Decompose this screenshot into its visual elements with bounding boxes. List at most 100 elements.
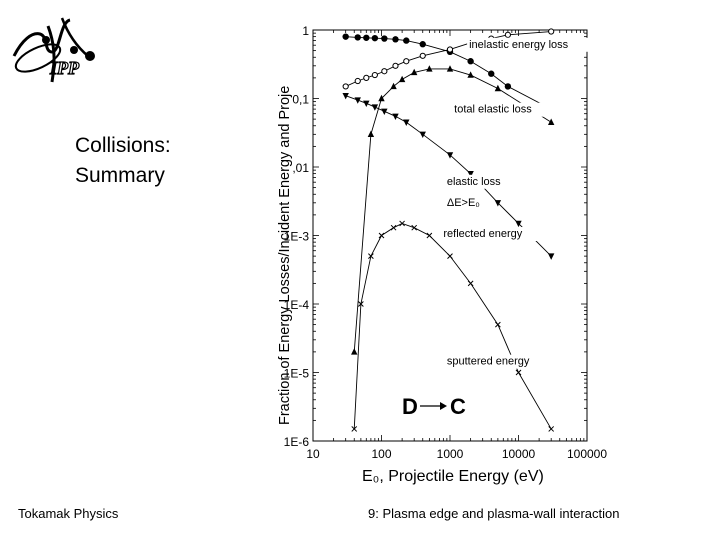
x-tick-label: 1000	[437, 447, 464, 461]
y-tick-label: 1E-5	[284, 367, 310, 381]
annotation-label: ΔE>E₀	[447, 197, 480, 209]
y-tick-label: 1E-4	[284, 298, 310, 312]
data-point-open-circle	[392, 62, 399, 69]
annotation-label: total elastic loss	[454, 104, 532, 116]
y-tick-label: 1E-6	[284, 435, 310, 449]
data-point-open-circle	[403, 58, 410, 65]
data-point-filled-triangle-up	[446, 65, 454, 72]
x-tick-label: 10000	[502, 447, 536, 461]
axis-ticks	[312, 30, 587, 442]
data-point-open-circle	[548, 28, 555, 35]
annotation-bg	[444, 174, 526, 189]
y-tick-label-bg	[281, 296, 311, 311]
series-reflected-energy	[342, 92, 555, 260]
annotation-label: inelastic energy loss	[469, 39, 569, 51]
annotation-bg	[444, 354, 552, 369]
data-point-filled-circle	[342, 33, 349, 40]
data-point-filled-triangle-up	[547, 118, 555, 125]
data-point-filled-triangle-down	[446, 152, 454, 159]
y-tick-label: ,01	[292, 161, 309, 175]
annotation-bg	[441, 227, 548, 242]
data-point-filled-circle	[488, 70, 495, 77]
data-point-filled-circle	[504, 83, 512, 90]
data-point-open-circle	[342, 83, 349, 90]
data-point-x	[548, 426, 555, 432]
data-point-x	[399, 220, 405, 227]
data-point-filled-triangle-up	[494, 84, 502, 92]
data-point-x	[495, 321, 501, 328]
y-tick-label: 0,1	[292, 93, 309, 107]
data-point-filled-triangle-down	[342, 92, 349, 100]
x-tick-labels: 10 100 1000 10000 100000	[306, 447, 607, 461]
data-point-filled-triangle-up	[467, 71, 474, 78]
y-tick-label: 1	[302, 24, 309, 38]
data-point-open-circle	[363, 74, 370, 81]
annotation-bg	[467, 37, 606, 52]
data-point-x	[358, 301, 364, 307]
data-point-filled-circle	[354, 34, 361, 41]
x-axis-label: E₀, Projectile Energy (eV)	[362, 468, 544, 485]
annotation-bg	[452, 102, 572, 117]
y-tick-label: 1E-3	[284, 230, 310, 244]
data-point-filled-triangle-up	[426, 65, 433, 72]
data-point-filled-triangle-down	[467, 170, 474, 178]
data-point-x	[467, 280, 474, 287]
data-point-filled-circle	[371, 34, 379, 42]
data-point-filled-triangle-down	[363, 100, 370, 108]
data-point-filled-circle	[467, 58, 474, 65]
data-point-filled-triangle-down	[547, 253, 555, 260]
series-sputtered-energy	[351, 220, 555, 432]
data-point-open-circle	[419, 52, 426, 59]
y-tick-label-bg	[281, 227, 311, 243]
data-point-filled-circle	[392, 36, 399, 43]
data-point-open-circle	[354, 77, 361, 85]
y-tick-label-bg	[281, 364, 311, 380]
data-point-x	[378, 232, 385, 239]
data-point-filled-triangle-down	[354, 97, 361, 104]
footer-lecture-title: 9: Plasma edge and plasma-wall interacti…	[368, 506, 620, 521]
data-point-filled-triangle-up	[410, 68, 418, 76]
annotation-label: elastic loss	[447, 176, 501, 188]
series-elastic-loss-e-e	[351, 65, 555, 355]
reaction-target: C	[450, 394, 466, 419]
annotation-label: reflected energy	[443, 228, 522, 240]
data-point-filled-triangle-down	[381, 108, 388, 116]
data-point-x	[368, 253, 374, 259]
data-point-filled-triangle-down	[515, 220, 522, 228]
y-tick-label-bg	[281, 22, 311, 37]
data-point-filled-circle	[381, 35, 388, 42]
data-point-open-circle	[446, 46, 454, 53]
data-point-filled-triangle-up	[351, 348, 358, 355]
y-axis-label: Fraction of Energy Losses/Incident Energ…	[277, 86, 293, 425]
y-tick-label-bg	[281, 433, 311, 448]
reaction-projectile: D	[402, 394, 418, 419]
data-point-filled-triangle-up	[378, 94, 385, 102]
reaction-arrow-head	[440, 402, 447, 410]
data-point-filled-triangle-down	[419, 131, 426, 139]
slide-title: Collisions: Summary	[75, 134, 171, 187]
annotation-label: sputtered energy	[447, 356, 530, 368]
data-point-x	[351, 426, 358, 432]
data-point-x	[515, 369, 522, 376]
logo-text: IPP	[49, 58, 80, 78]
data-point-filled-triangle-up	[398, 75, 406, 83]
data-point-x	[426, 232, 433, 239]
institute-logo: IPP	[12, 17, 95, 83]
data-point-open-circle	[381, 68, 388, 75]
data-point-filled-triangle-up	[390, 82, 397, 90]
data-point-filled-triangle-down	[494, 200, 502, 207]
annotation-layer: inelastic energy loss total elastic loss e…	[441, 37, 606, 369]
x-tick-label: 100	[371, 447, 391, 461]
x-tick-label: 10	[306, 447, 320, 461]
data-point-open-circle	[371, 71, 378, 79]
data-point-x	[447, 253, 453, 259]
data-point-filled-triangle-down	[392, 113, 399, 120]
data-point-filled-circle	[419, 41, 426, 48]
reaction-label: D C	[402, 394, 466, 419]
data-point-filled-triangle-down	[371, 104, 379, 111]
y-tick-label-bg	[281, 159, 311, 174]
data-point-filled-triangle-up	[367, 130, 375, 138]
data-point-filled-circle	[363, 34, 370, 41]
x-tick-label: 100000	[567, 447, 607, 461]
